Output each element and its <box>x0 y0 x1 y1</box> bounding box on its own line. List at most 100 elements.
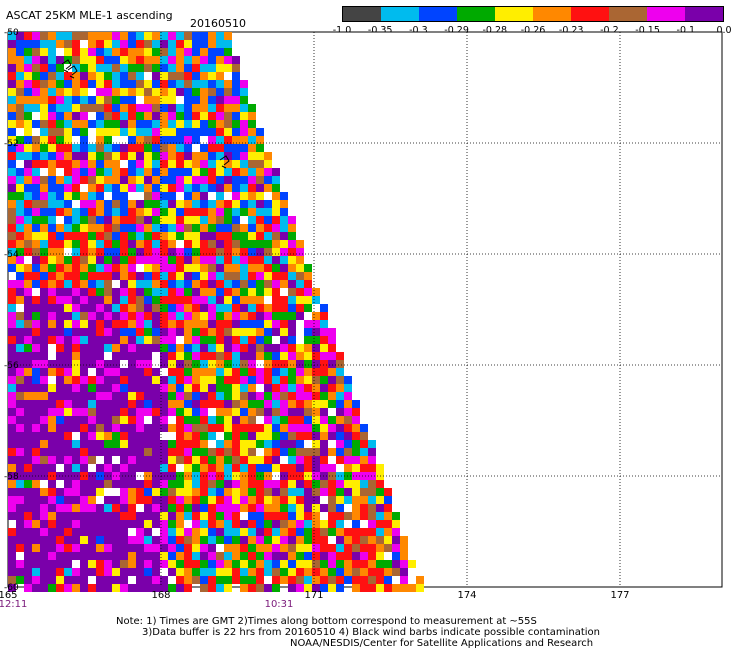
data-cell <box>80 360 88 368</box>
data-cell <box>32 512 40 520</box>
data-cell <box>128 56 136 64</box>
data-cell <box>184 144 192 152</box>
data-cell <box>336 544 344 552</box>
data-cell <box>144 168 152 176</box>
data-cell <box>144 504 152 512</box>
data-cell <box>152 72 160 80</box>
data-cell <box>224 344 232 352</box>
data-cell <box>296 376 304 384</box>
data-cell <box>200 536 208 544</box>
data-cell <box>376 560 384 568</box>
data-cell <box>200 520 208 528</box>
lat-label: -54 <box>4 250 19 260</box>
data-cell <box>136 368 144 376</box>
data-cell <box>296 280 304 288</box>
data-cell <box>120 480 128 488</box>
data-cell <box>96 88 104 96</box>
data-cell <box>240 536 248 544</box>
data-cell <box>208 496 216 504</box>
data-cell <box>8 336 16 344</box>
data-cell <box>192 480 200 488</box>
data-cell <box>256 432 264 440</box>
data-cell <box>224 576 232 584</box>
data-cell <box>200 488 208 496</box>
data-cell <box>72 552 80 560</box>
data-cell <box>248 184 256 192</box>
data-cell <box>200 280 208 288</box>
data-cell <box>240 192 248 200</box>
data-cell <box>352 408 360 416</box>
data-cell <box>32 392 40 400</box>
data-cell <box>48 216 56 224</box>
data-cell <box>176 224 184 232</box>
data-cell <box>304 528 312 536</box>
data-cell <box>56 552 64 560</box>
data-cell <box>184 96 192 104</box>
data-cell <box>96 224 104 232</box>
data-cell <box>136 208 144 216</box>
data-cell <box>112 256 120 264</box>
data-cell <box>48 448 56 456</box>
data-cell <box>144 456 152 464</box>
data-cell <box>168 376 176 384</box>
data-cell <box>96 256 104 264</box>
data-cell <box>144 312 152 320</box>
data-cell <box>192 528 200 536</box>
data-cell <box>128 384 136 392</box>
data-cell <box>168 520 176 528</box>
data-cell <box>64 520 72 528</box>
data-cell <box>248 584 256 592</box>
data-cell <box>192 240 200 248</box>
data-cell <box>56 248 64 256</box>
data-cell <box>264 480 272 488</box>
data-cell <box>48 152 56 160</box>
data-cell <box>80 88 88 96</box>
data-cell <box>16 464 24 472</box>
data-cell <box>184 176 192 184</box>
data-cell <box>248 272 256 280</box>
data-cell <box>136 248 144 256</box>
data-cell <box>328 376 336 384</box>
data-cell <box>40 232 48 240</box>
data-cell <box>96 120 104 128</box>
data-cell <box>264 272 272 280</box>
data-cell <box>88 272 96 280</box>
data-cell <box>224 384 232 392</box>
data-cell <box>160 136 168 144</box>
data-cell <box>184 104 192 112</box>
data-cell <box>16 256 24 264</box>
data-cell <box>152 144 160 152</box>
data-cell <box>160 464 168 472</box>
data-cell <box>240 408 248 416</box>
data-cell <box>72 128 80 136</box>
data-cell <box>312 488 320 496</box>
data-cell <box>248 440 256 448</box>
data-cell <box>208 480 216 488</box>
data-cell <box>72 152 80 160</box>
data-cell <box>40 160 48 168</box>
data-cell <box>176 104 184 112</box>
data-cell <box>32 248 40 256</box>
data-cell <box>80 352 88 360</box>
data-cell <box>296 544 304 552</box>
data-cell <box>288 488 296 496</box>
data-cell <box>152 168 160 176</box>
data-cell <box>56 264 64 272</box>
data-cell <box>280 576 288 584</box>
data-cell <box>8 320 16 328</box>
data-cell <box>152 224 160 232</box>
data-cell <box>176 56 184 64</box>
data-cell <box>72 32 80 40</box>
data-cell <box>320 504 328 512</box>
data-cell <box>256 560 264 568</box>
data-cell <box>192 192 200 200</box>
data-cell <box>264 488 272 496</box>
data-cell <box>368 480 376 488</box>
data-cell <box>64 496 72 504</box>
data-cell <box>152 400 160 408</box>
data-cell <box>360 432 368 440</box>
data-cell <box>96 288 104 296</box>
data-cell <box>256 568 264 576</box>
data-cell <box>216 96 224 104</box>
data-cell <box>288 568 296 576</box>
